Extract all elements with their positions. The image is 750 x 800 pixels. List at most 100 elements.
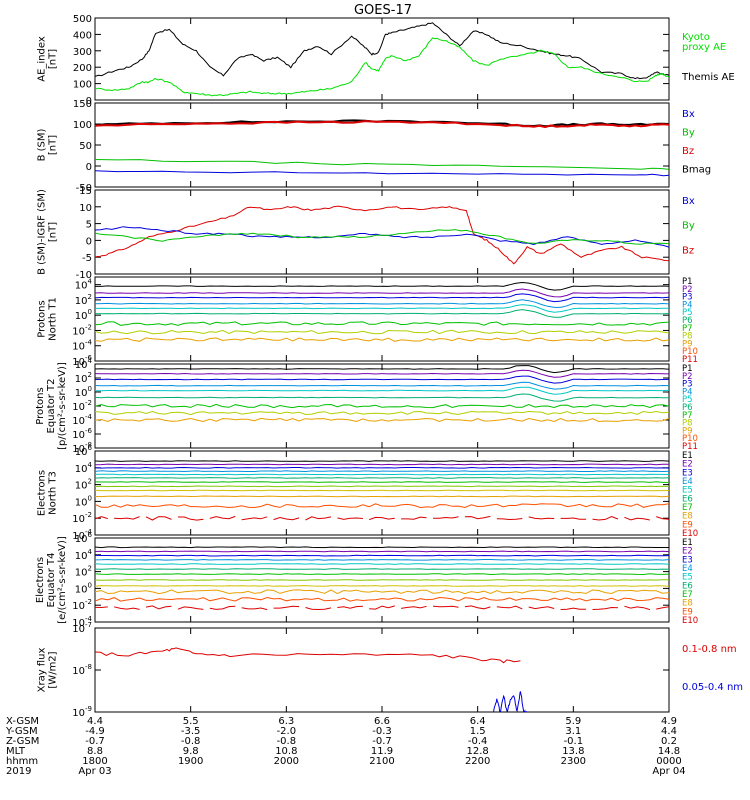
y-tick-exponent: 4	[88, 548, 93, 556]
legend-label: 0.05-0.4 nm	[682, 682, 743, 693]
y-tick-label: 104	[75, 461, 93, 475]
y-tick-exponent: 0	[88, 581, 92, 589]
legend-label: proxy AE	[682, 42, 726, 53]
y-tick-label: 10	[79, 203, 92, 214]
y-tick-label: 300	[73, 47, 92, 58]
channel-line	[95, 460, 669, 462]
channel-line	[95, 463, 669, 466]
y-tick-exponent: -2	[85, 511, 92, 519]
channel-line	[95, 563, 669, 565]
y-tick-exponent: -4	[85, 528, 93, 536]
channel-line	[95, 605, 669, 611]
x-row-label: hhmm	[6, 756, 38, 767]
series-line	[493, 691, 528, 712]
channel-line	[95, 558, 669, 561]
y-tick-label: 102	[75, 371, 92, 385]
channel-line	[95, 299, 669, 308]
channel-line	[95, 403, 669, 409]
series-line	[95, 229, 669, 245]
y-tick-label: 400	[73, 30, 92, 41]
y-tick-label: 102	[75, 478, 92, 492]
y-tick-label: 104	[75, 357, 93, 371]
x-tick-value: -0.4	[468, 736, 488, 747]
y-tick-exponent: 6	[88, 531, 93, 539]
channel-line	[95, 288, 669, 298]
y-tick-label: 102	[75, 293, 92, 307]
channel-line	[95, 503, 669, 509]
y-tick-exponent: 4	[88, 357, 93, 365]
x-row-label: 2019	[6, 766, 31, 777]
legend-label: E10	[682, 529, 698, 539]
legend-label: E5	[682, 573, 693, 583]
y-tick-label: 15	[79, 186, 92, 197]
y-tick-exponent: 2	[88, 371, 92, 379]
x-tick-value: 0000	[656, 756, 681, 767]
channel-line	[95, 337, 669, 342]
y-axis-label: Protons	[37, 300, 48, 337]
x-tick-value: 3.1	[565, 726, 581, 737]
y-tick-label: 10-2	[72, 323, 92, 337]
x-tick-value: 9.8	[183, 746, 199, 757]
legend-label: P5	[682, 308, 693, 318]
y-tick-label: 100	[75, 385, 92, 399]
y-tick-exponent: 4	[88, 278, 93, 286]
y-axis-label: [p/(cm²-s-sr-keV)]	[57, 362, 68, 450]
x-tick-value: 2000	[274, 756, 299, 767]
panel-data	[95, 365, 669, 423]
y-tick-label: 102	[75, 565, 92, 579]
legend-label: P8	[682, 419, 693, 429]
y-tick-label: 0	[86, 236, 92, 247]
panel-data	[95, 546, 669, 611]
legend-label: By	[682, 128, 695, 139]
panel-frame	[94, 276, 670, 362]
x-tick-value: -0.8	[277, 736, 297, 747]
legend-label: P10	[682, 347, 698, 357]
channel-line	[95, 495, 669, 498]
y-axis-label: [nT]	[48, 49, 59, 69]
channel-line	[95, 329, 669, 335]
channel-line	[95, 304, 669, 313]
y-axis-label: Equator T2	[46, 379, 57, 434]
series-line	[95, 37, 669, 97]
x-tick-value: 8.8	[87, 746, 103, 757]
y-axis-label: Xray flux	[37, 648, 48, 693]
legend-label: P1	[682, 277, 693, 287]
legend-label: Bmag	[682, 165, 711, 176]
y-axis-label: B (SM)	[37, 128, 48, 161]
y-tick-label: 100	[75, 581, 92, 595]
legend-label: P11	[682, 355, 698, 365]
x-tick-value: -2.0	[277, 726, 297, 737]
y-tick-label: 200	[73, 63, 92, 74]
legend-label: E2	[682, 547, 693, 557]
y-tick-label: -10	[76, 270, 92, 281]
legend-label: P9	[682, 426, 693, 436]
series-line	[95, 170, 669, 177]
channel-line	[95, 589, 669, 595]
channel-line	[95, 321, 669, 326]
y-tick-label: 50	[79, 141, 92, 152]
channel-line	[95, 281, 669, 291]
legend-label: P2	[682, 372, 693, 382]
channel-line	[95, 293, 669, 303]
channel-line	[95, 489, 669, 492]
x-tick-value: 5.9	[565, 716, 581, 727]
legend-label: P4	[682, 300, 693, 310]
channel-line	[95, 550, 669, 553]
legend-label: E1	[682, 538, 693, 548]
legend-label: E3	[682, 468, 693, 478]
legend-label: E8	[682, 512, 693, 522]
legend-label: P10	[682, 434, 698, 444]
panel-data	[95, 647, 528, 712]
x-tick-value: -4.9	[85, 726, 105, 737]
y-tick-label: 5	[86, 220, 92, 231]
x-tick-value: 2200	[465, 756, 490, 767]
x-tick-value: 1900	[178, 756, 203, 767]
channel-line	[95, 585, 669, 587]
x-tick-value: 10.8	[275, 746, 297, 757]
